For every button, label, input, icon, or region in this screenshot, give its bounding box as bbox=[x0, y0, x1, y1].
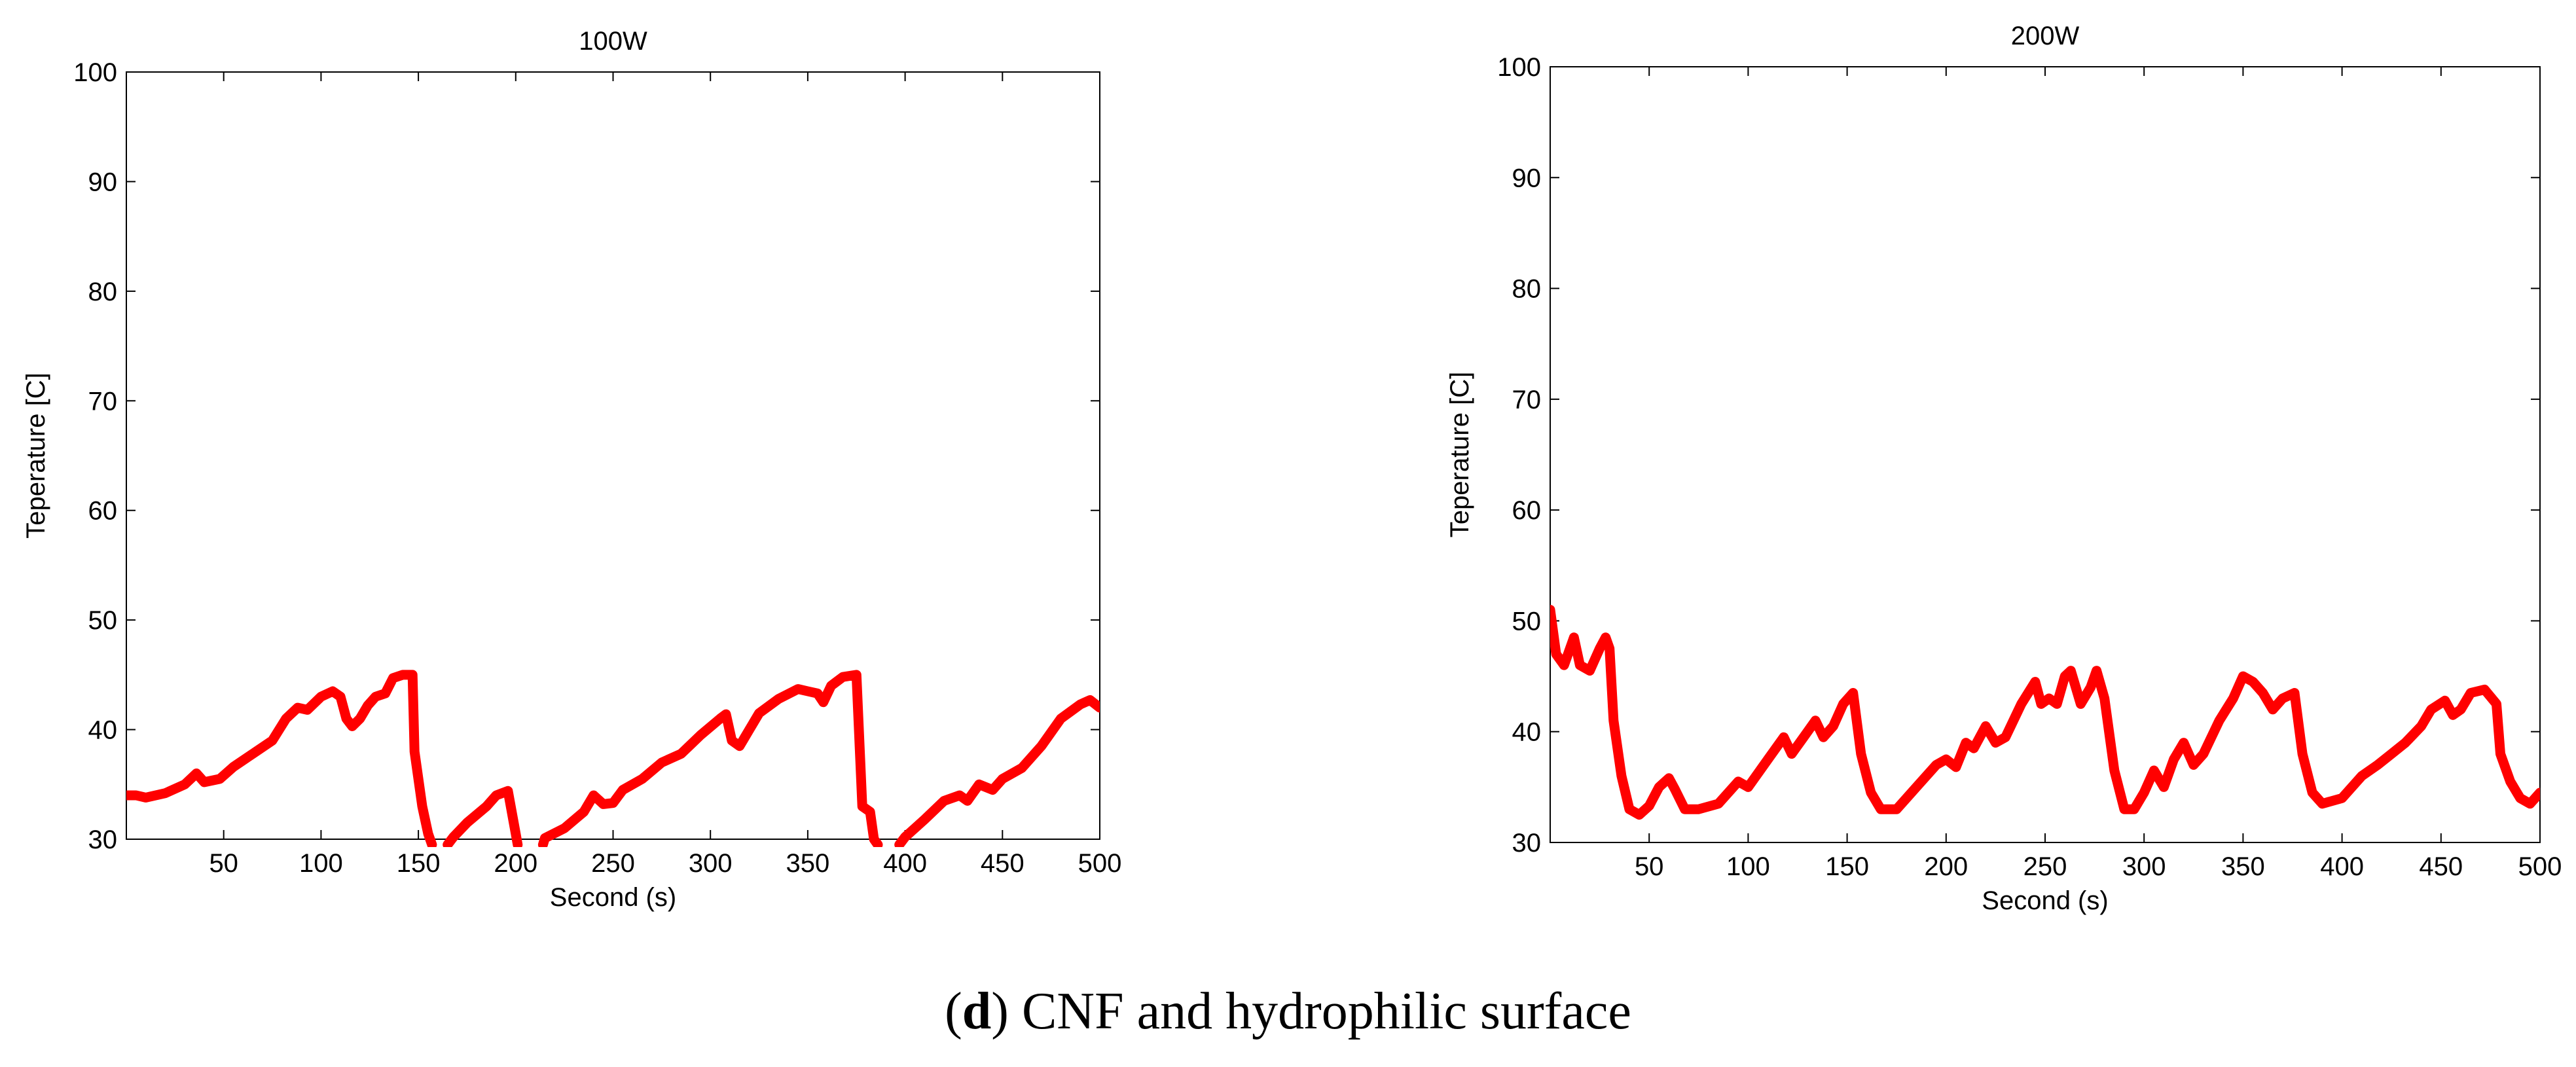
y-tick-label: 90 bbox=[88, 168, 118, 196]
x-tick-label: 400 bbox=[2320, 852, 2364, 881]
series-line bbox=[126, 670, 1100, 847]
x-tick-label: 200 bbox=[494, 849, 537, 878]
x-tick-label: 350 bbox=[2221, 852, 2265, 881]
caption-close-paren: ) bbox=[991, 983, 1009, 1040]
x-tick-label: 50 bbox=[209, 849, 238, 878]
x-tick-label: 100 bbox=[299, 849, 343, 878]
caption-letter: d bbox=[962, 983, 992, 1040]
y-tick-label: 50 bbox=[1512, 607, 1542, 636]
y-axis-label: Teperature [C] bbox=[1445, 372, 1474, 537]
y-tick-label: 100 bbox=[73, 58, 117, 87]
y-tick-label: 50 bbox=[88, 606, 118, 635]
y-tick-label: 60 bbox=[1512, 496, 1542, 525]
x-tick-label: 250 bbox=[591, 849, 635, 878]
chart-title: 100W bbox=[579, 27, 647, 56]
x-tick-label: 400 bbox=[883, 849, 927, 878]
chart-title: 200W bbox=[2011, 22, 2080, 50]
x-axis-label: Second (s) bbox=[1982, 886, 2108, 915]
axes-box bbox=[1550, 66, 2541, 843]
y-tick-label: 70 bbox=[1512, 386, 1542, 414]
caption-open-paren: ( bbox=[945, 983, 962, 1040]
chart-100w: 50 100 150 200 250 300 350 400 450 500 30 40 50 60 70 8… bbox=[22, 27, 1121, 912]
y-tick-label: 40 bbox=[88, 716, 118, 745]
x-tick-label: 150 bbox=[397, 849, 441, 878]
x-tick-label: 500 bbox=[1078, 849, 1122, 878]
chart-200w: 50 100 150 200 250 300 350 400 450 500 30 40 50 60 70 8… bbox=[1445, 22, 2562, 915]
x-tick-label: 450 bbox=[2419, 852, 2463, 881]
x-axis-label: Second (s) bbox=[550, 883, 676, 912]
x-tick-label: 350 bbox=[786, 849, 830, 878]
x-tick-label: 150 bbox=[1825, 852, 1869, 881]
figure-caption: (d) CNF and hydrophilic surface bbox=[0, 982, 2576, 1041]
axes-box bbox=[126, 71, 1100, 840]
x-tick-label: 200 bbox=[1924, 852, 1968, 881]
x-tick-label: 300 bbox=[689, 849, 733, 878]
y-tick-label: 90 bbox=[1512, 164, 1542, 192]
x-tick-label: 50 bbox=[1635, 852, 1664, 881]
y-tick-label: 70 bbox=[88, 387, 118, 416]
y-tick-label: 30 bbox=[88, 825, 118, 854]
y-tick-label: 80 bbox=[88, 278, 118, 306]
x-tick-label: 450 bbox=[981, 849, 1025, 878]
y-tick-label: 40 bbox=[1512, 718, 1542, 747]
y-tick-label: 80 bbox=[1512, 275, 1542, 304]
x-tick-label: 100 bbox=[1726, 852, 1770, 881]
x-tick-label: 500 bbox=[2518, 852, 2562, 881]
y-tick-label: 30 bbox=[1512, 829, 1542, 858]
x-tick-label: 300 bbox=[2122, 852, 2166, 881]
x-tick-label: 250 bbox=[2023, 852, 2067, 881]
caption-text: CNF and hydrophilic surface bbox=[1008, 983, 1631, 1040]
y-tick-label: 60 bbox=[88, 497, 118, 526]
series-line bbox=[1550, 605, 2540, 820]
y-axis-label: Teperature [C] bbox=[22, 372, 50, 538]
y-tick-label: 100 bbox=[1497, 53, 1541, 82]
